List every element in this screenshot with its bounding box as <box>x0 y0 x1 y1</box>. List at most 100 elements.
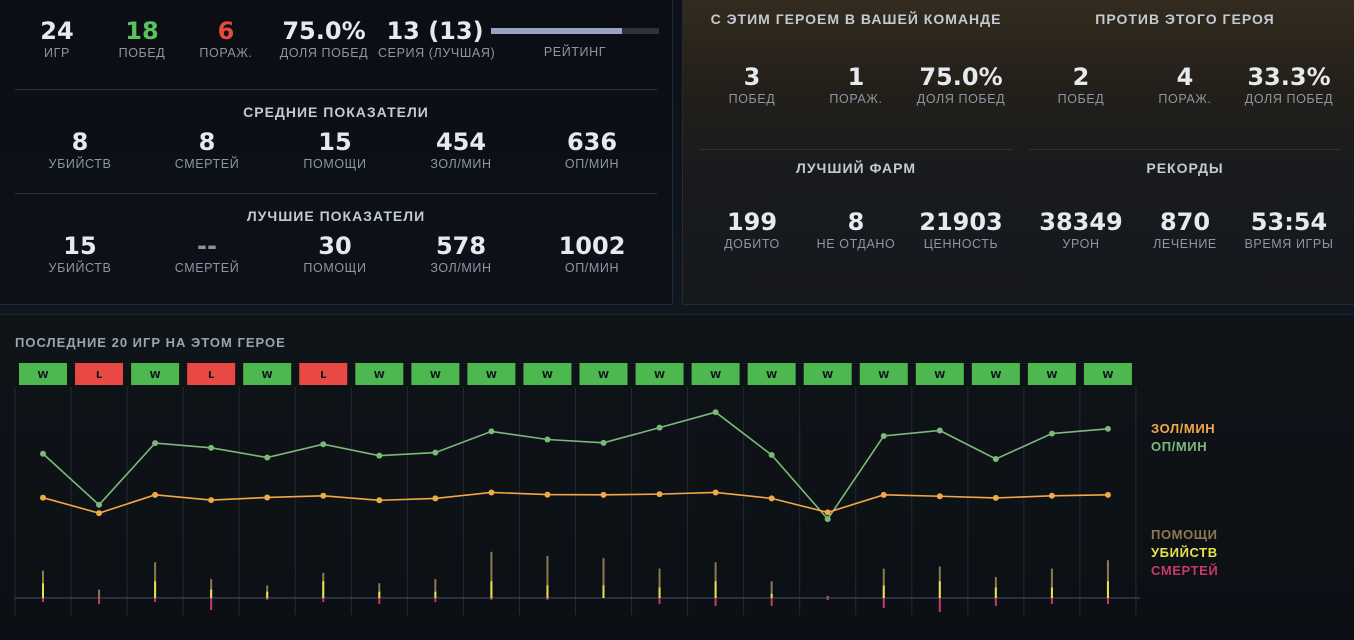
averages-stat: 8 СМЕРТЕЙ <box>147 128 267 171</box>
result-badge <box>691 363 740 385</box>
best-stat: 1002 ОП/МИН <box>532 232 652 275</box>
result-badge <box>299 363 348 385</box>
result-badge-label: W <box>990 370 1001 381</box>
stat-label: ДОЛЯ ПОБЕД <box>1244 92 1334 106</box>
xpm-point <box>1104 425 1111 432</box>
divider <box>1029 149 1341 150</box>
games-stat: 24 ИГР <box>23 17 91 60</box>
wins-stat: 18 ПОБЕД <box>106 17 178 60</box>
xpm-point <box>376 452 383 459</box>
result-badge <box>523 363 572 385</box>
gpm-point <box>152 491 159 498</box>
gpm-line <box>42 491 1108 514</box>
recent-games-panel: ПОСЛЕДНИЕ 20 ИГР НА ЭТОМ ГЕРОЕ W L W L W L W W W… <box>0 314 1354 630</box>
best-stat: 30 ПОМОЩИ <box>275 232 395 275</box>
stat-value: 8 <box>71 128 89 156</box>
stat-value: 2 <box>1072 63 1090 91</box>
stat-value: 636 <box>566 128 618 156</box>
legend-kills: УБИЙСТВ <box>1151 545 1218 560</box>
result-badge <box>635 363 684 385</box>
stat-value: -- <box>197 232 217 260</box>
averages-title: СРЕДНИЕ ПОКАЗАТЕЛИ <box>243 104 429 120</box>
divider <box>15 89 657 90</box>
winrate-label: ДОЛЯ ПОБЕД <box>279 46 369 60</box>
result-badge <box>747 363 796 385</box>
xpm-point <box>1048 430 1055 437</box>
stat-label: ВРЕМЯ ИГРЫ <box>1244 237 1334 251</box>
best-farm-stat: 8 НЕ ОТДАНО <box>796 208 916 251</box>
overall-stats-panel: 24 ИГР 18 ПОБЕД 6 ПОРАЖ. 75.0% ДОЛЯ ПОБЕ… <box>0 0 673 305</box>
result-badge-label: W <box>150 370 161 381</box>
stat-label: ПОБЕД <box>728 92 776 106</box>
result-badge-label: W <box>1102 370 1113 381</box>
xpm-point <box>544 436 551 443</box>
stat-label: ДОБИТО <box>724 237 780 251</box>
stat-value: 199 <box>726 208 778 236</box>
gpm-point <box>656 491 663 498</box>
gpm-point <box>488 489 495 496</box>
averages-stat: 636 ОП/МИН <box>532 128 652 171</box>
legend-xpm: ОП/МИН <box>1151 439 1208 454</box>
gpm-point <box>1048 492 1055 499</box>
result-badge <box>19 363 67 385</box>
result-badge-label: W <box>654 370 665 381</box>
records-stat: 870 ЛЕЧЕНИЕ <box>1125 208 1245 251</box>
result-badge <box>803 363 852 385</box>
stat-label: ПОМОЩИ <box>303 261 367 275</box>
wins-label: ПОБЕД <box>118 46 166 60</box>
stat-label: ЗОЛ/МИН <box>430 261 492 275</box>
stat-label: ПОРАЖ. <box>829 92 883 106</box>
gpm-point <box>824 509 831 516</box>
stat-label: УБИЙСТВ <box>48 261 112 275</box>
stat-value: 8 <box>847 208 865 236</box>
stat-label: НЕ ОТДАНО <box>816 237 896 251</box>
result-badge <box>915 363 964 385</box>
legend-deaths: СМЕРТЕЙ <box>1151 563 1219 578</box>
against-hero-stat: 33.3% ДОЛЯ ПОБЕД <box>1229 63 1349 106</box>
legend-assists: ПОМОЩИ <box>1151 527 1218 542</box>
gpm-point <box>992 494 999 501</box>
gpm-point <box>376 497 383 504</box>
xpm-point <box>600 439 607 446</box>
recent-games-title: ПОСЛЕДНИЕ 20 ИГР НА ЭТОМ ГЕРОЕ <box>15 335 286 350</box>
best-farm-stat: 21903 ЦЕННОСТЬ <box>901 208 1021 251</box>
result-badge <box>131 363 180 385</box>
xpm-point <box>432 449 439 456</box>
best-title: ЛУЧШИЕ ПОКАЗАТЕЛИ <box>246 208 426 224</box>
gpm-point <box>712 489 719 496</box>
stat-label: ПОМОЩИ <box>303 157 367 171</box>
stat-value: 75.0% <box>919 63 1003 91</box>
stat-value: 21903 <box>919 208 1003 236</box>
stat-label: УРОН <box>1062 237 1100 251</box>
gpm-point <box>768 495 775 502</box>
gpm-point <box>432 495 439 502</box>
result-badge-label: W <box>262 370 273 381</box>
result-badge <box>1027 363 1076 385</box>
xpm-point <box>96 501 103 508</box>
stat-label: ЦЕННОСТЬ <box>923 237 999 251</box>
stat-label: ЛЕЧЕНИЕ <box>1153 237 1217 251</box>
result-badge <box>75 363 124 385</box>
result-badge <box>243 363 292 385</box>
divider <box>699 149 1013 150</box>
hero-matchup-panel: С ЭТИМ ГЕРОЕМ В ВАШЕЙ КОМАНДЕ ПРОТИВ ЭТО… <box>682 0 1354 305</box>
result-badge-label: W <box>822 370 833 381</box>
wins-value: 18 <box>125 17 159 45</box>
rating-label: РЕЙТИНГ <box>543 45 607 59</box>
result-badge-label: L <box>96 370 103 381</box>
result-badge-label: W <box>542 370 553 381</box>
stat-value: 38349 <box>1039 208 1123 236</box>
result-badge-label: L <box>320 370 327 381</box>
xpm-point <box>152 440 159 447</box>
stat-value: 15 <box>318 128 352 156</box>
result-badge-label: W <box>710 370 721 381</box>
with-hero-stat: 75.0% ДОЛЯ ПОБЕД <box>901 63 1021 106</box>
stat-label: ДОЛЯ ПОБЕД <box>916 92 1006 106</box>
result-badge <box>467 363 516 385</box>
averages-stat: 15 ПОМОЩИ <box>275 128 395 171</box>
gpm-point <box>208 497 215 504</box>
gpm-point <box>880 491 887 498</box>
best-farm-stat: 199 ДОБИТО <box>692 208 812 251</box>
stat-value: 53:54 <box>1250 208 1328 236</box>
stat-label: ОП/МИН <box>564 261 620 275</box>
